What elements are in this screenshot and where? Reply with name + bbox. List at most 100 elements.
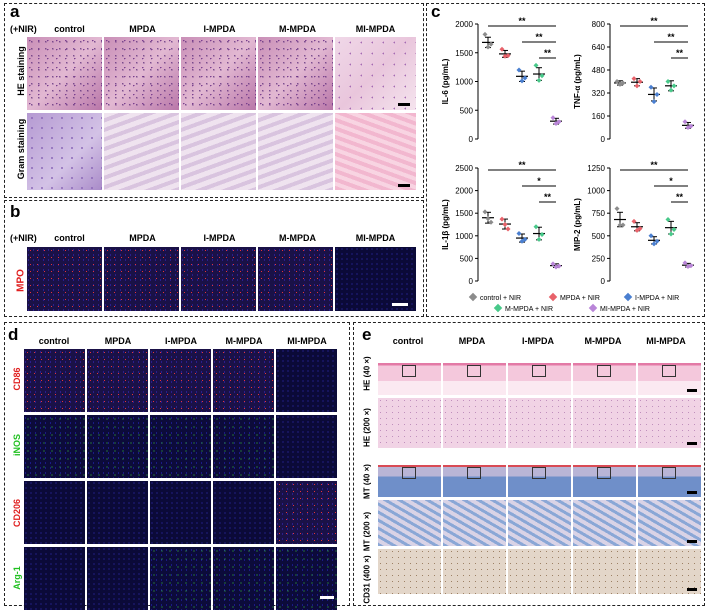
gram-image-mimpda <box>335 113 416 190</box>
mpo-image-mpda <box>104 247 179 311</box>
nir-tag-a: (+NIR) <box>10 24 37 34</box>
scale-bar-he200 <box>687 442 697 445</box>
arg1-image-mpda <box>87 547 148 610</box>
zoom-box <box>532 467 546 479</box>
legend-item-mmpda: M-MPDA + NIR <box>493 303 554 313</box>
mpo-image-mimpda <box>335 247 416 311</box>
he40-image-mmpda <box>573 349 636 395</box>
inos-image-mimpda <box>276 415 337 478</box>
mt200-image-mpda <box>443 500 506 546</box>
he200-image-mpda <box>443 398 506 448</box>
row-label-mt200: MT (200 ×) <box>362 511 372 552</box>
group-label-b-control: control <box>54 233 85 243</box>
he-image-mpda <box>104 37 179 110</box>
legend-marker-mpda <box>548 292 558 302</box>
scale-bar-gram <box>398 184 410 187</box>
cd86-image-mpda <box>87 349 148 412</box>
group-label-d-mpda: MPDA <box>104 336 132 346</box>
legend-marker-impda <box>623 292 633 302</box>
row-label-mpo: MPO <box>15 269 27 292</box>
legend-item-control: control + NIR <box>468 292 522 302</box>
legend-marker-control <box>468 292 478 302</box>
group-label-a-mmpda: M-MPDA <box>279 24 316 34</box>
panel-c-frame <box>426 3 705 317</box>
legend-text-mmpda: M-MPDA + NIR <box>505 306 554 313</box>
panel-a-frame <box>4 3 424 198</box>
scale-bar-he <box>398 103 410 106</box>
zoom-box <box>532 365 546 377</box>
legend-marker-mmpda <box>493 303 503 313</box>
group-label-d-mmpda: M-MPDA <box>225 336 263 346</box>
panel-b-frame <box>4 200 424 317</box>
scale-bar-mpo <box>392 303 408 306</box>
zoom-box <box>597 467 611 479</box>
legend-item-mimpda: MI-MPDA + NIR <box>588 303 650 313</box>
zoom-box <box>402 365 416 377</box>
gram-image-mmpda <box>258 113 333 190</box>
arg1-image-mmpda <box>213 547 274 610</box>
inos-image-control <box>24 415 85 478</box>
he40-image-control <box>378 349 441 395</box>
scale-bar-he40 <box>687 389 697 392</box>
group-label-d-impda: I-MPDA <box>165 336 197 346</box>
he200-image-control <box>378 398 441 448</box>
group-label-e-mpda: MPDA <box>458 336 486 346</box>
cd206-image-mmpda <box>213 481 274 544</box>
panel-e-frame <box>353 322 705 606</box>
he-image-mimpda <box>335 37 416 110</box>
he-image-mmpda <box>258 37 333 110</box>
group-label-b-mpda: MPDA <box>129 233 156 243</box>
legend-text-mimpda: MI-MPDA + NIR <box>600 306 650 313</box>
group-label-e-mimpda: MI-MPDA <box>646 336 686 346</box>
group-label-a-mimpda: MI-MPDA <box>355 24 396 34</box>
row-label-gram-staining: Gram staining <box>16 118 26 180</box>
legend-text-mpda: MPDA + NIR <box>560 295 600 302</box>
row-label-cd206: CD206 <box>12 499 22 528</box>
group-label-d-control: control <box>38 336 70 346</box>
arg1-image-control <box>24 547 85 610</box>
cd86-image-mmpda <box>213 349 274 412</box>
group-label-a-mpda: MPDA <box>129 24 156 34</box>
mt40-image-mpda <box>443 451 506 497</box>
mt40-image-impda <box>508 451 571 497</box>
he-image-control <box>27 37 102 110</box>
nir-tag-b: (+NIR) <box>10 233 37 243</box>
panel-label-b: b <box>10 202 21 221</box>
mt40-image-control <box>378 451 441 497</box>
row-label-cd86: CD86 <box>12 367 22 391</box>
legend-item-impda: I-MPDA + NIR <box>623 292 680 302</box>
cd31-image-mpda <box>443 549 506 594</box>
mpo-image-impda <box>181 247 256 311</box>
legend-text-control: control + NIR <box>480 295 522 302</box>
he200-image-mimpda <box>638 398 701 448</box>
scale-bar-mt200 <box>687 540 697 543</box>
group-label-a-control: control <box>54 24 85 34</box>
inos-image-mpda <box>87 415 148 478</box>
group-label-b-mimpda: MI-MPDA <box>355 233 396 243</box>
row-label-he200: HE (200 ×) <box>362 408 372 447</box>
he40-image-mimpda <box>638 349 701 395</box>
cd206-image-impda <box>150 481 211 544</box>
gram-image-impda <box>181 113 256 190</box>
zoom-box <box>662 365 676 377</box>
he200-image-mmpda <box>573 398 636 448</box>
mt40-image-mimpda <box>638 451 701 497</box>
panel-label-a: a <box>10 2 20 21</box>
inos-image-mmpda <box>213 415 274 478</box>
group-label-e-mmpda: M-MPDA <box>584 336 622 346</box>
he200-image-impda <box>508 398 571 448</box>
mt200-image-mimpda <box>638 500 701 546</box>
inos-image-impda <box>150 415 211 478</box>
cd206-image-control <box>24 481 85 544</box>
cd31-image-impda <box>508 549 571 594</box>
mpo-image-control <box>27 247 102 311</box>
legend-text-impda: I-MPDA + NIR <box>635 295 680 302</box>
mt40-image-mmpda <box>573 451 636 497</box>
row-label-cd31: CD31 (400 ×) <box>362 555 372 604</box>
zoom-box <box>597 365 611 377</box>
row-label-arg1: Arg-1 <box>12 566 22 590</box>
cd86-image-control <box>24 349 85 412</box>
group-label-e-control: control <box>392 336 424 346</box>
arg1-image-mimpda <box>276 547 337 610</box>
group-label-b-impda: I-MPDA <box>203 233 236 243</box>
